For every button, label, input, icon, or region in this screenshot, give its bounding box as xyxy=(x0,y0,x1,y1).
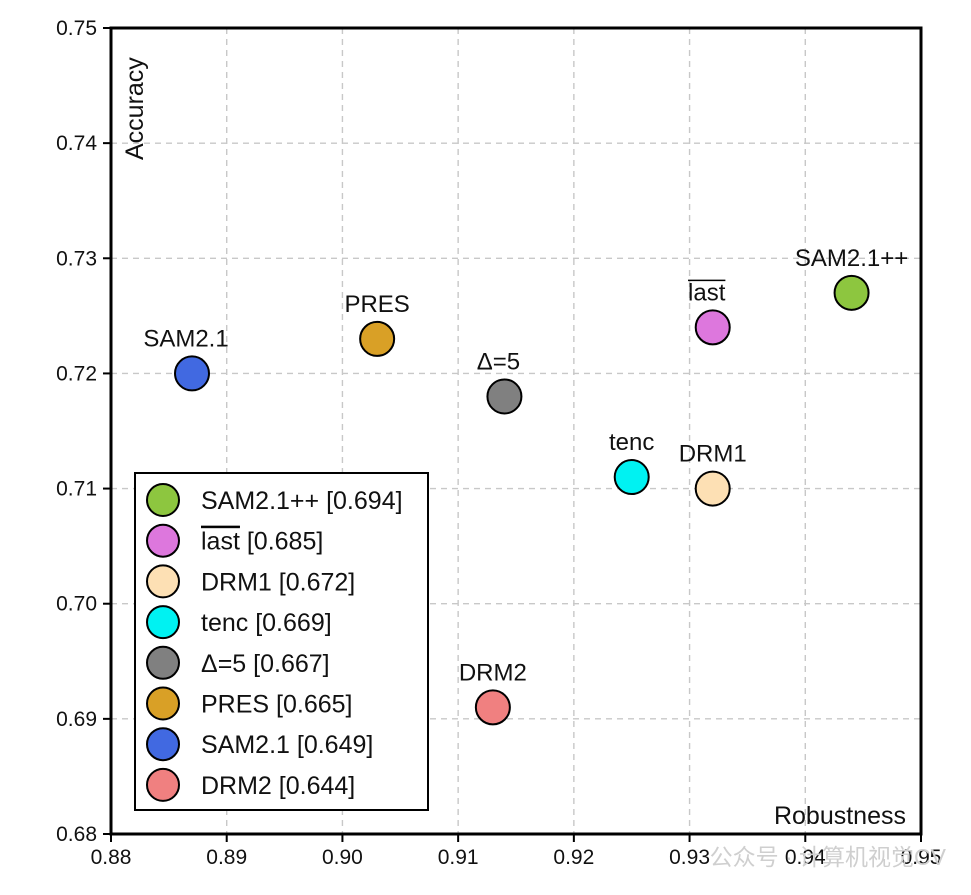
y-tick-label: 0.75 xyxy=(56,17,97,40)
plot-frame xyxy=(109,26,923,836)
data-label: DRM2 xyxy=(459,659,527,686)
legend-label: PRES [0.665] xyxy=(201,691,353,719)
legend-label: SAM2.1++ [0.694] xyxy=(201,487,403,515)
data-label: DRM1 xyxy=(679,441,747,468)
x-tick-label: 0.95 xyxy=(901,846,942,869)
legend-marker xyxy=(146,605,180,640)
point-labels: SAM2.1++ last DRM1 tenc Δ=5 PRES SAM2.1 DRM2 xyxy=(143,245,908,687)
data-label: tenc xyxy=(609,429,654,456)
data-point xyxy=(486,378,523,415)
x-tick-label: 0.90 xyxy=(322,846,363,869)
watermark: 公众号 · 计算机视觉CV xyxy=(710,844,947,870)
x-axis-title: Robustness xyxy=(774,802,906,830)
y-tick-label: 0.73 xyxy=(56,247,97,270)
x-tick-label: 0.89 xyxy=(206,846,247,869)
y-tick-label: 0.74 xyxy=(56,132,97,155)
data-point xyxy=(694,309,731,346)
legend-score: [0.667] xyxy=(246,650,329,678)
y-tick-label: 0.72 xyxy=(56,362,97,385)
legend-name: last xyxy=(201,528,240,556)
data-label: SAM2.1 xyxy=(143,325,228,352)
legend-name: SAM2.1 xyxy=(201,731,290,759)
legend-name: DRM2 xyxy=(201,772,272,800)
y-tick-label: 0.68 xyxy=(56,823,97,846)
data-point xyxy=(613,459,650,496)
legend-marker xyxy=(146,767,180,802)
legend-label: DRM2 [0.644] xyxy=(201,772,355,800)
legend-marker xyxy=(146,564,180,599)
legend-name: PRES xyxy=(201,691,269,719)
legend-score: [0.669] xyxy=(248,609,331,637)
legend-label: tenc [0.669] xyxy=(201,609,332,637)
legend: SAM2.1++ [0.694] last [0.685] DRM1 [0.672]… xyxy=(134,472,429,811)
data-label: SAM2.1++ xyxy=(795,245,908,272)
x-tick-label: 0.91 xyxy=(438,846,479,869)
legend-score: [0.672] xyxy=(272,568,355,596)
y-axis-title: Accuracy xyxy=(121,57,149,160)
legend-marker xyxy=(146,645,180,680)
legend-label: SAM2.1 [0.649] xyxy=(201,731,373,759)
legend-score: [0.694] xyxy=(319,487,402,515)
legend-score: [0.685] xyxy=(240,528,323,556)
legend-name: SAM2.1++ xyxy=(201,487,319,515)
y-tick-label: 0.69 xyxy=(56,708,97,731)
x-tick-label: 0.94 xyxy=(785,846,826,869)
y-tick-label: 0.71 xyxy=(56,478,97,501)
y-tick-label: 0.70 xyxy=(56,593,97,616)
legend-marker xyxy=(146,686,180,721)
legend-marker xyxy=(146,727,180,762)
legend-score: [0.665] xyxy=(269,691,352,719)
legend-box xyxy=(134,472,429,811)
data-point xyxy=(474,689,511,726)
legend-label: Δ=5 [0.667] xyxy=(201,650,330,678)
data-label: last xyxy=(688,279,726,306)
data-point xyxy=(359,320,396,357)
legend-score: [0.649] xyxy=(290,731,373,759)
x-tick-label: 0.92 xyxy=(553,846,594,869)
data-point xyxy=(694,470,731,507)
x-tick-label: 0.88 xyxy=(91,846,132,869)
axis-ticks: 0.88 0.89 0.90 0.91 0.92 0.93 0.94 0.95 0.68 0.69… xyxy=(56,17,941,869)
data-points xyxy=(174,274,870,726)
legend-marker xyxy=(146,523,180,558)
data-label: PRES xyxy=(344,291,409,318)
data-point xyxy=(833,274,870,311)
x-tick-label: 0.93 xyxy=(669,846,710,869)
legend-name: Δ=5 xyxy=(201,650,246,678)
legend-name: tenc xyxy=(201,609,248,637)
legend-marker xyxy=(146,483,180,517)
data-point xyxy=(174,355,210,392)
legend-label: DRM1 [0.672] xyxy=(201,568,355,596)
legend-score: [0.644] xyxy=(272,772,355,800)
legend-label: last [0.685] xyxy=(201,528,323,556)
data-label: Δ=5 xyxy=(477,348,520,375)
legend-name: DRM1 xyxy=(201,568,272,596)
